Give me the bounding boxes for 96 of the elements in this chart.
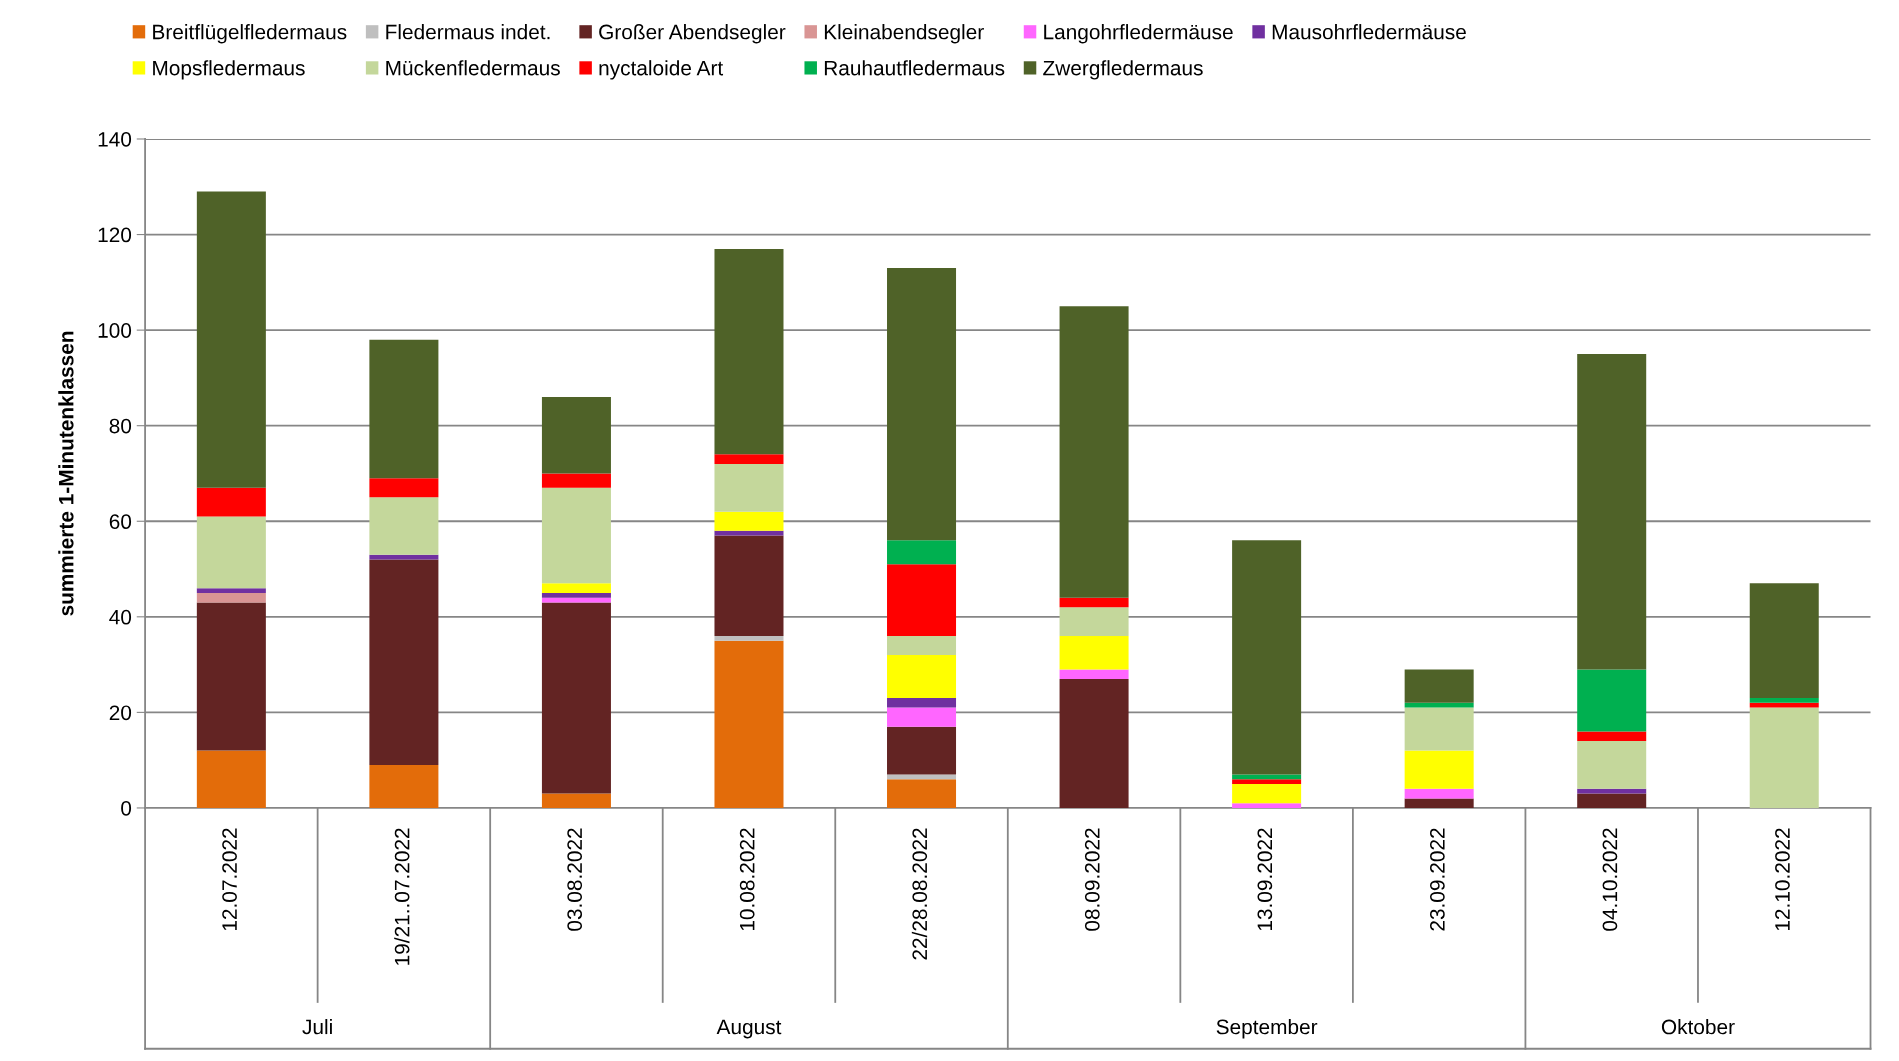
bar — [1059, 306, 1129, 598]
bar — [887, 635, 957, 656]
bar — [714, 248, 784, 455]
y-tick-label: 0 — [121, 800, 132, 816]
bar — [1059, 597, 1129, 608]
bar — [196, 516, 266, 589]
legend-label: Mopsfledermaus — [153, 60, 305, 80]
bar — [541, 487, 611, 584]
bar — [714, 463, 784, 512]
x-tick-label: 04.10.2022 — [1602, 828, 1618, 931]
bar — [541, 602, 611, 794]
bar — [1749, 707, 1819, 808]
bar — [1404, 702, 1474, 708]
text: Oktober — [1661, 1019, 1735, 1035]
bar — [1577, 793, 1647, 808]
text: Juli — [302, 1019, 332, 1035]
x-tick-label: 03.08.2022 — [567, 828, 583, 931]
bar — [196, 588, 266, 593]
bar — [369, 559, 439, 765]
bar — [1404, 788, 1474, 799]
bar — [1059, 678, 1129, 808]
bar — [1059, 607, 1129, 636]
y-tick-label: 140 — [98, 131, 132, 147]
legend-label: nyctaloide Art — [599, 60, 724, 80]
bar — [1577, 669, 1647, 732]
bar — [1404, 669, 1474, 703]
bar — [1749, 702, 1819, 708]
y-tick-label: 80 — [109, 418, 132, 434]
bar — [369, 764, 439, 808]
bar — [887, 707, 957, 727]
bar — [1404, 707, 1474, 751]
bar — [369, 497, 439, 555]
legend-label: Fledermaus indet. — [386, 24, 550, 40]
y-tick-label: 40 — [109, 609, 132, 625]
y-tick-label: 120 — [98, 227, 132, 243]
legend-label: Breitflügelfledermaus — [153, 24, 347, 44]
x-tick-label: 12.07.2022 — [222, 828, 237, 931]
bar — [1232, 784, 1302, 804]
x-tick-label: 08.09.2022 — [1084, 828, 1100, 931]
bar — [196, 592, 266, 603]
bar — [887, 268, 957, 541]
bar — [1404, 798, 1474, 808]
bar — [1577, 788, 1647, 794]
bar — [1577, 741, 1647, 789]
y-tick-label: 20 — [109, 705, 132, 721]
bar — [714, 511, 784, 531]
bar — [196, 602, 266, 751]
y-axis-title: summierte 1-Minutenklassen — [58, 331, 74, 616]
bar — [714, 530, 784, 536]
bar — [1232, 540, 1302, 775]
x-tick-label: 13.09.2022 — [1257, 828, 1273, 931]
bar — [541, 583, 611, 593]
bar — [1404, 750, 1474, 789]
bar — [887, 655, 957, 699]
bar — [887, 564, 957, 636]
bar — [1577, 354, 1647, 670]
bar — [1232, 779, 1302, 785]
legend-label: Mausohrfledermäuse — [1272, 24, 1466, 40]
bar — [196, 191, 266, 488]
bar — [714, 454, 784, 464]
legend-label: Zwergfledermaus — [1043, 60, 1203, 80]
y-tick-label: 60 — [109, 514, 132, 530]
bar — [887, 726, 957, 775]
legend-label: Langohrfledermäuse — [1044, 24, 1233, 44]
bar — [541, 592, 611, 598]
x-tick-label: 12.10.2022 — [1775, 828, 1790, 931]
text: September — [1216, 1019, 1318, 1039]
x-tick-label: 10.08.2022 — [739, 828, 755, 931]
legend-label: Rauhautfledermaus — [824, 60, 1005, 76]
bar — [1577, 731, 1647, 742]
bar — [1059, 669, 1129, 679]
x-tick-label: 22/28.08.2022 — [911, 828, 928, 960]
bar — [714, 535, 784, 636]
bar — [1232, 803, 1302, 808]
bar — [196, 487, 266, 517]
bar — [196, 750, 266, 808]
bar — [714, 635, 784, 641]
bar — [541, 397, 611, 474]
bar — [1059, 635, 1129, 670]
bar — [1749, 583, 1819, 699]
legend-label: Großer Abendsegler — [599, 24, 786, 44]
text: August — [716, 1019, 782, 1039]
bar — [887, 698, 957, 708]
bar — [887, 779, 957, 808]
bar — [541, 473, 611, 488]
bar — [1749, 698, 1819, 703]
bar — [369, 478, 439, 498]
y-tick-label: 100 — [98, 323, 132, 338]
legend-label: Kleinabendsegler — [824, 24, 984, 44]
bar — [369, 339, 439, 479]
x-tick-label: 19/21..07.2022 — [394, 828, 410, 965]
bar — [887, 540, 957, 565]
bar — [541, 793, 611, 808]
x-tick-label: 23.09.2022 — [1430, 828, 1445, 931]
legend-label: Mückenfledermaus — [386, 60, 560, 76]
bar — [714, 640, 784, 808]
